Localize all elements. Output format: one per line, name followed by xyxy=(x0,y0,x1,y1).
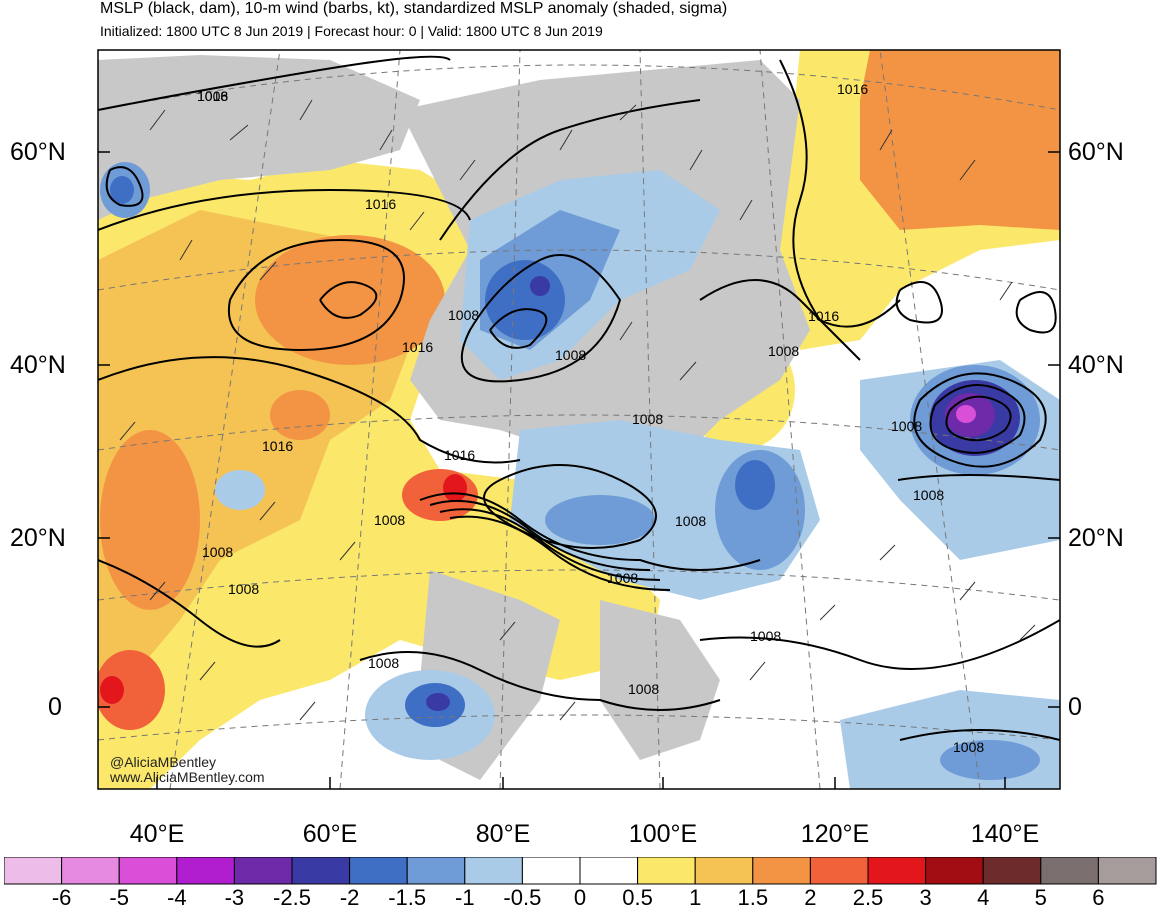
axis-ticks xyxy=(98,151,1060,789)
lon-label: 120°E xyxy=(800,820,870,848)
colorbar-label: -1.5 xyxy=(388,885,427,910)
isobar-label: 1016 xyxy=(365,196,396,212)
isobar-label: 1008 xyxy=(768,343,799,359)
isobar-label: 1008 xyxy=(197,88,228,104)
lat-label-left: 40°N xyxy=(10,351,66,379)
lat-label-right: 40°N xyxy=(1068,351,1124,379)
colorbar-label: -2.5 xyxy=(273,885,311,910)
graticule xyxy=(98,50,1060,789)
colorbar-label: 1 xyxy=(689,885,702,910)
wind-barbs xyxy=(119,99,1036,721)
lat-label-right: 20°N xyxy=(1068,524,1124,552)
chart-title: MSLP (black, dam), 10-m wind (barbs, kt)… xyxy=(100,0,728,17)
isobar-labels: 1016101610161016101610161016100810081008… xyxy=(197,81,984,755)
colorbar-label: 6 xyxy=(1092,885,1105,910)
colorbar-cell xyxy=(982,857,1042,885)
colorbar-label: 2 xyxy=(804,885,817,910)
lat-label-right: 0 xyxy=(1068,693,1082,721)
isobar-label: 1008 xyxy=(632,411,663,427)
colorbar-label: 0 xyxy=(573,885,587,910)
colorbar-label: -4 xyxy=(167,885,187,910)
isobars xyxy=(98,55,1060,741)
colorbar-label: -1 xyxy=(455,885,475,910)
colorbar-label: -2 xyxy=(339,885,360,910)
colorbar-label: -3 xyxy=(224,885,245,910)
colorbar-label: 4 xyxy=(977,885,990,910)
colorbar-cell xyxy=(406,857,466,885)
colorbar-cell xyxy=(1040,857,1099,885)
colorbar-cell xyxy=(694,857,754,885)
lon-label: 80°E xyxy=(475,820,531,848)
lon-label: 140°E xyxy=(970,820,1040,848)
lon-label: 100°E xyxy=(628,820,698,848)
map-frame xyxy=(97,49,1061,790)
colorbar-label: -5 xyxy=(109,885,129,910)
colorbar-cell xyxy=(579,857,639,885)
colorbar-cell xyxy=(291,857,351,885)
chart-subtitle: Initialized: 1800 UTC 8 Jun 2019 | Forec… xyxy=(100,23,603,39)
colorbar-label: -6 xyxy=(51,885,72,910)
isobar-label: 1008 xyxy=(448,307,479,323)
colorbar-cell xyxy=(752,857,811,885)
colorbar-cell xyxy=(1097,857,1157,885)
colorbar xyxy=(4,857,1157,885)
colorbar-label: 5 xyxy=(1034,885,1047,910)
colorbar-cell xyxy=(867,857,927,885)
colorbar-cell xyxy=(521,857,581,885)
colorbar-cell xyxy=(233,857,293,885)
anomaly-shading xyxy=(98,50,1060,789)
colorbar-label: 1.5 xyxy=(737,885,769,910)
isobar-label: 1016 xyxy=(262,438,293,454)
lat-label-left: 60°N xyxy=(10,138,66,166)
colorbar-cell xyxy=(176,857,235,885)
colorbar-label: -0.5 xyxy=(503,885,542,910)
isobar-label: 1008 xyxy=(368,655,399,671)
colorbar-cell xyxy=(464,857,523,885)
isobar-label: 1016 xyxy=(197,88,228,104)
lon-label: 40°E xyxy=(129,820,185,848)
colorbar-cell xyxy=(925,857,984,885)
colorbar-cell xyxy=(118,857,178,885)
isobar-label: 1008 xyxy=(750,628,781,644)
isobar-label: 1008 xyxy=(228,581,259,597)
lat-label-left: 20°N xyxy=(10,524,66,552)
isobar-label: 1008 xyxy=(953,739,984,755)
colorbar-label: 3 xyxy=(919,885,932,910)
isobar-label: 1008 xyxy=(202,544,233,560)
isobar-label: 1008 xyxy=(555,347,586,363)
isobar-label: 1016 xyxy=(808,308,839,324)
isobar-label: 1008 xyxy=(628,681,659,697)
isobar-label: 1008 xyxy=(374,512,405,528)
colorbar-cell xyxy=(4,857,63,885)
colorbar-cell xyxy=(349,857,408,885)
lon-label: 60°E xyxy=(302,820,358,848)
colorbar-label: 2.5 xyxy=(852,885,884,910)
colorbar-label: 0.5 xyxy=(622,885,653,910)
isobar-label: 1016 xyxy=(402,339,433,355)
isobar-label: 1008 xyxy=(675,513,706,529)
colorbar-cell xyxy=(637,857,696,885)
isobar-label: 1008 xyxy=(891,418,922,434)
lat-label-left: 0 xyxy=(48,693,62,721)
colorbar-cell xyxy=(809,857,869,885)
isobar-label: 1008 xyxy=(913,487,944,503)
isobar-label: 1008 xyxy=(607,570,638,586)
isobar-label: 1016 xyxy=(837,81,868,97)
colorbar-cell xyxy=(61,857,120,885)
credit-handle: @AliciaMBentley xyxy=(110,754,217,770)
map-field xyxy=(98,50,1060,789)
isobar-label: 1016 xyxy=(444,447,475,463)
lat-label-right: 60°N xyxy=(1068,138,1124,166)
credit-url: www.AliciaMBentley.com xyxy=(110,769,265,785)
